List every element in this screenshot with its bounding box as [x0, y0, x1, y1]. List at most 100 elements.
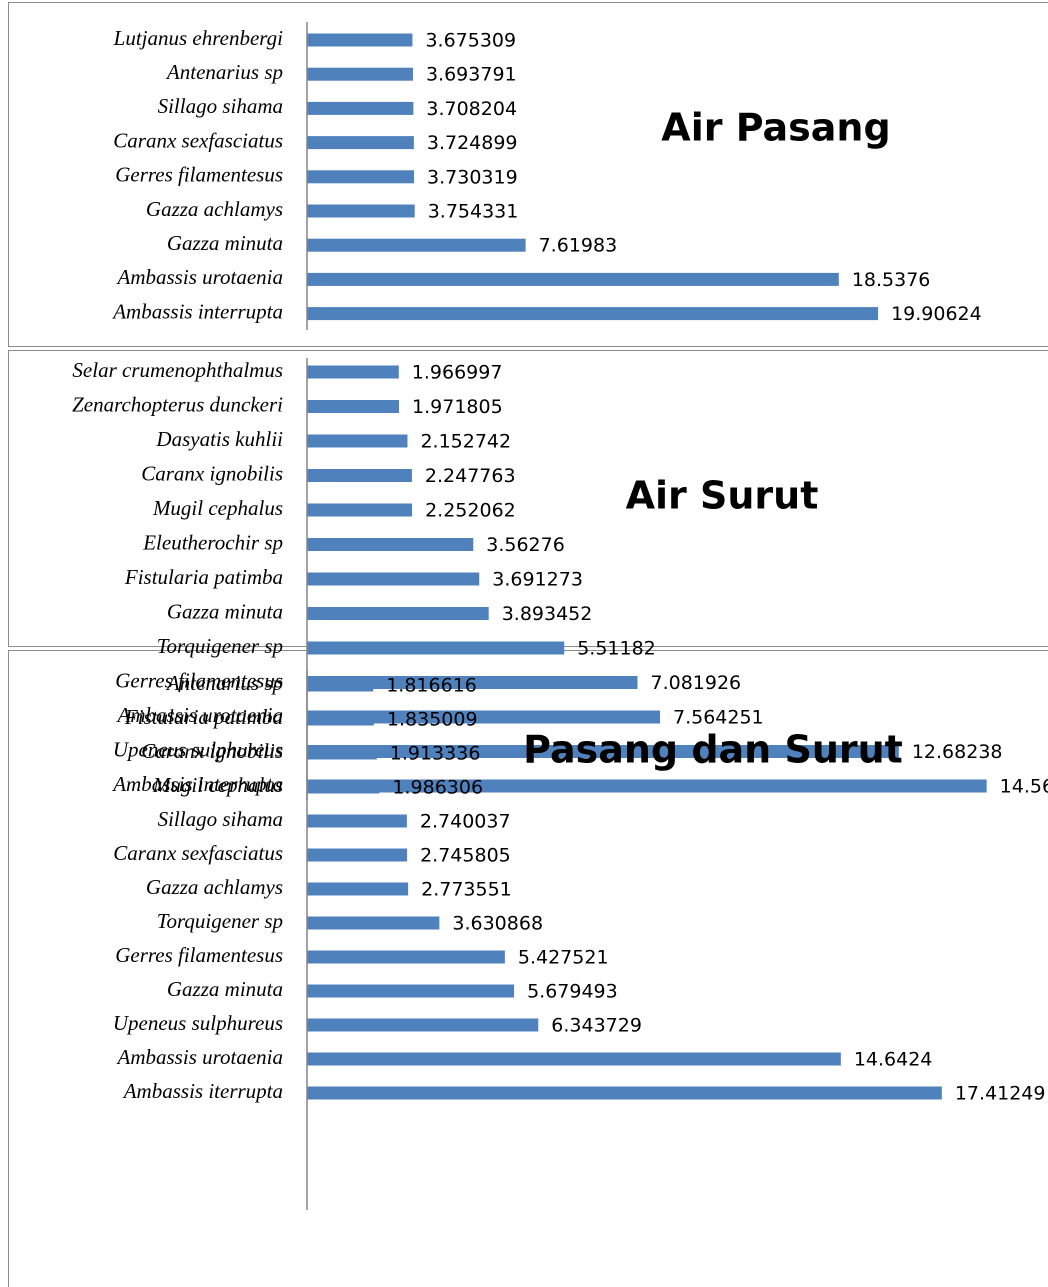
- category-label: Ambassis iterrupta: [122, 1079, 283, 1103]
- value-label: 3.708204: [426, 98, 517, 120]
- bar: [307, 676, 638, 689]
- value-label: 2.252062: [425, 500, 516, 522]
- category-label: Ambassis urotaenia: [116, 265, 283, 289]
- bar: [307, 814, 407, 828]
- bar: [307, 607, 489, 620]
- value-label: 2.745805: [420, 845, 511, 867]
- value-label: 3.630868: [452, 913, 543, 935]
- category-label: Fistularia patimba: [124, 705, 283, 729]
- value-label: 12.68238: [912, 741, 1003, 763]
- bar: [307, 307, 879, 321]
- category-label: Caranx sexfasciatus: [113, 128, 283, 152]
- bar: [307, 503, 413, 517]
- bar: [307, 641, 565, 655]
- value-label: 7.081926: [650, 672, 741, 694]
- category-label: Gerres filamentesus: [115, 943, 283, 967]
- category-label: Antenarius sp: [165, 671, 283, 695]
- category-label: Gerres filamentesus: [115, 668, 283, 692]
- category-label: Gazza minuta: [167, 977, 283, 1001]
- bar: [307, 136, 414, 150]
- value-label: 1.913336: [390, 743, 481, 765]
- bar: [307, 434, 408, 448]
- value-label: 3.691273: [492, 569, 583, 591]
- value-label: 2.247763: [425, 465, 516, 487]
- category-label: Caranx ignobilis: [141, 739, 283, 763]
- category-label: Mugil cephalus: [152, 496, 283, 520]
- bar: [307, 469, 412, 482]
- value-label: 5.51182: [577, 638, 656, 660]
- value-label: 1.966997: [412, 362, 503, 384]
- category-label: Fistularia patimba: [124, 565, 283, 589]
- value-label: 1.816616: [386, 675, 477, 697]
- category-label: Torquigener sp: [157, 634, 283, 658]
- category-label: Mugil cephalus: [152, 773, 283, 797]
- bar: [307, 538, 474, 551]
- category-label: Gerres filamentesus: [115, 163, 283, 187]
- value-label: 7.564251: [673, 707, 764, 729]
- category-label: Sillago sihama: [158, 807, 283, 831]
- value-label: 14.6424: [854, 1049, 933, 1071]
- value-label: 2.773551: [421, 879, 512, 901]
- value-label: 7.61983: [539, 235, 618, 257]
- category-label: Ambassis urotaenia: [116, 703, 283, 727]
- bar: [307, 272, 839, 286]
- value-label: 3.730319: [427, 166, 518, 188]
- bar: [307, 1086, 942, 1100]
- bar: [307, 745, 899, 758]
- category-label: Gazza minuta: [167, 599, 283, 623]
- bar: [307, 882, 409, 896]
- category-label: Gazza achlamys: [146, 875, 283, 899]
- value-label: 2.152742: [420, 431, 511, 453]
- value-label: 1.971805: [412, 396, 503, 418]
- bar: [307, 678, 374, 692]
- chart-title: Pasang dan Surut: [523, 728, 903, 772]
- bar: [307, 572, 480, 586]
- category-label: Caranx sexfasciatus: [113, 841, 283, 865]
- category-label: Ambassis interrupta: [111, 772, 283, 796]
- value-label: 6.343729: [551, 1015, 642, 1037]
- category-label: Gazza minuta: [167, 231, 283, 255]
- panel-frame: [8, 2, 1048, 347]
- bar: [307, 204, 415, 218]
- value-label: 19.90624: [891, 303, 982, 325]
- bar: [307, 848, 408, 862]
- value-label: 5.679493: [527, 981, 618, 1003]
- bar: [307, 746, 377, 760]
- category-label: Caranx ignobilis: [141, 461, 283, 485]
- chart-title: Air Surut: [626, 474, 819, 518]
- category-label: Upeneus sulphureus: [113, 1011, 283, 1035]
- bar: [307, 916, 440, 930]
- bar: [307, 1018, 539, 1032]
- bar: [307, 712, 374, 726]
- category-label: Ambassis urotaenia: [116, 1045, 283, 1069]
- bar: [307, 400, 400, 413]
- bar: [307, 170, 415, 184]
- bar: [307, 33, 413, 47]
- category-label: Selar crumenophthalmus: [72, 358, 283, 382]
- category-label: Lutjanus ehrenbergi: [113, 26, 284, 50]
- value-label: 3.754331: [428, 201, 519, 223]
- bar: [307, 101, 414, 115]
- bar: [307, 779, 987, 793]
- bar: [307, 1052, 841, 1066]
- category-label: Ambassis interrupta: [111, 299, 283, 323]
- value-label: 3.693791: [426, 64, 517, 86]
- category-label: Zenarchopterus dunckeri: [72, 392, 283, 416]
- value-label: 5.427521: [518, 947, 609, 969]
- bar: [307, 238, 526, 252]
- category-label: Sillago sihama: [158, 94, 283, 118]
- chart-title: Air Pasang: [661, 106, 890, 150]
- category-label: Gazza achlamys: [146, 197, 283, 221]
- bar: [307, 984, 515, 998]
- value-label: 1.835009: [387, 709, 478, 731]
- value-label: 3.56276: [486, 534, 565, 556]
- value-label: 1.986306: [392, 777, 483, 799]
- value-label: 3.724899: [427, 132, 518, 154]
- value-label: 14.56391: [1000, 776, 1048, 798]
- value-label: 2.740037: [420, 811, 511, 833]
- value-label: 17.41249: [955, 1083, 1046, 1105]
- bar: [307, 710, 660, 724]
- category-label: Antenarius sp: [165, 60, 283, 84]
